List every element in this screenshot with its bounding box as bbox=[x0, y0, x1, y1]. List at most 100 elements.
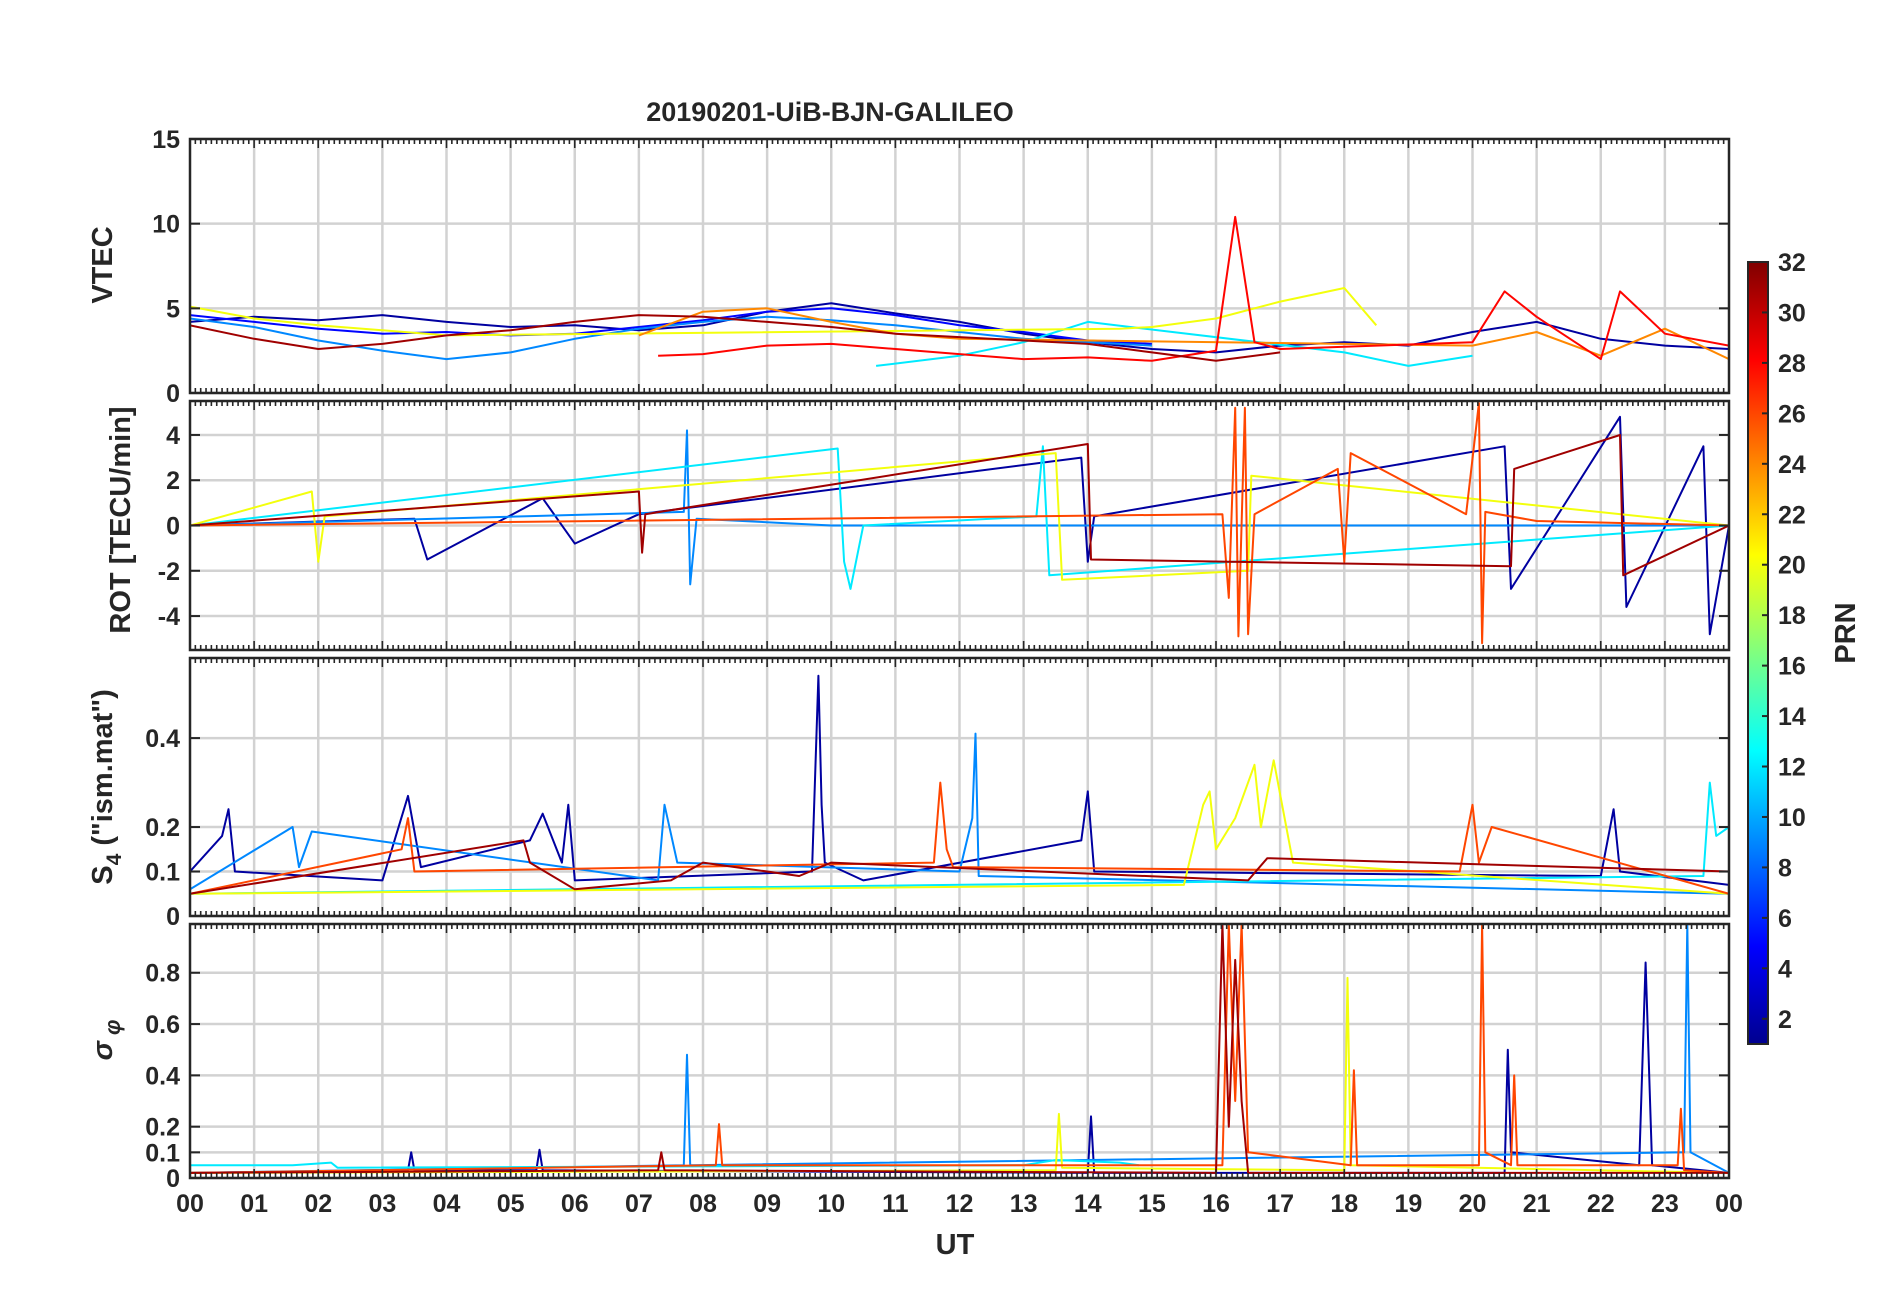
y-tick-label: 15 bbox=[152, 126, 180, 154]
series-group bbox=[190, 402, 1729, 645]
y-tick-label: 0 bbox=[166, 380, 180, 408]
colorbar-tick-label: 12 bbox=[1778, 754, 1806, 782]
colorbar-tick-label: 6 bbox=[1778, 905, 1792, 933]
series-line-prn-24 bbox=[638, 307, 1729, 361]
series-line-prn-20 bbox=[190, 287, 1378, 337]
colorbar-scale bbox=[1747, 261, 1769, 1045]
x-tick-label: 21 bbox=[1523, 1190, 1551, 1218]
x-tick-label: 12 bbox=[946, 1190, 974, 1218]
x-tick-label: 10 bbox=[817, 1190, 845, 1218]
series-line-prn-28 bbox=[658, 215, 1729, 362]
x-tick-label: 23 bbox=[1651, 1190, 1679, 1218]
y-axis-label: S4 ("ism.mat") bbox=[87, 689, 126, 885]
series-line-prn-9 bbox=[190, 924, 1729, 1174]
x-tick-label: 17 bbox=[1266, 1190, 1294, 1218]
y-axis-label: VTEC bbox=[87, 226, 119, 303]
series-line-prn-26 bbox=[190, 924, 1729, 1174]
series-line-prn-26 bbox=[190, 781, 1729, 895]
y-tick-label: 0.2 bbox=[145, 1114, 180, 1142]
chart-title: 20190201-UiB-BJN-GALILEO bbox=[646, 97, 1014, 127]
series-line-prn-31 bbox=[190, 839, 1729, 895]
y-tick-label: 0.1 bbox=[145, 1139, 180, 1167]
y-tick-label: 0 bbox=[166, 903, 180, 931]
series-group bbox=[190, 215, 1729, 367]
y-axis-label: ROT [TECU/min] bbox=[105, 406, 137, 633]
colorbar-tick-label: 26 bbox=[1778, 400, 1806, 428]
panel-sigma_phi: 00.10.2 0.4 0.6 0.8 σ φ bbox=[87, 922, 1731, 1193]
x-tick-label: 13 bbox=[1010, 1190, 1038, 1218]
x-tick-label: 16 bbox=[1202, 1190, 1230, 1218]
x-tick-label: 09 bbox=[753, 1190, 781, 1218]
colorbar-tick-label: 24 bbox=[1778, 451, 1806, 479]
panel-vtec: 0 5 10 15 VTEC bbox=[87, 126, 1731, 408]
panel-s4: 0 0.1 0.2 0.4 S4 ("ism.mat") bbox=[87, 656, 1731, 931]
series-line-prn-12 bbox=[190, 781, 1729, 895]
x-tick-label: 02 bbox=[304, 1190, 332, 1218]
series-line-prn-20 bbox=[190, 759, 1729, 895]
x-tick-label: 08 bbox=[689, 1190, 717, 1218]
series-line-prn-26 bbox=[190, 402, 1729, 645]
series-line-prn-31 bbox=[190, 314, 1281, 362]
y-tick-label: 4 bbox=[166, 422, 180, 450]
x-tick-label: 14 bbox=[1074, 1190, 1102, 1218]
x-tick-label: 11 bbox=[882, 1190, 909, 1218]
colorbar-tick-label: 8 bbox=[1778, 854, 1792, 882]
axes-box bbox=[188, 137, 1731, 395]
y-tick-label: 0 bbox=[166, 513, 180, 541]
colorbar-tick-label: 10 bbox=[1778, 804, 1806, 832]
x-tick-label: 18 bbox=[1330, 1190, 1358, 1218]
series-line-prn-12 bbox=[190, 445, 1729, 590]
y-tick-label: 2 bbox=[166, 467, 180, 495]
x-tick-label: 22 bbox=[1587, 1190, 1615, 1218]
series-line-prn-20 bbox=[190, 452, 1729, 581]
x-tick-label: 15 bbox=[1138, 1190, 1166, 1218]
y-tick-label: -4 bbox=[158, 603, 180, 631]
y-tick-label: 0.4 bbox=[145, 1062, 180, 1090]
series-line-prn-20 bbox=[190, 976, 1729, 1174]
y-tick-label: -2 bbox=[158, 558, 180, 586]
panel-rot: -4 -2 0 2 4 ROT [TECU/min] bbox=[105, 399, 1731, 652]
x-tick-label: 00 bbox=[1715, 1190, 1743, 1218]
series-group bbox=[190, 674, 1729, 895]
y-tick-label: 0.1 bbox=[145, 859, 180, 887]
x-tick-label: 00 bbox=[176, 1190, 204, 1218]
y-tick-label: 0.4 bbox=[145, 725, 180, 753]
x-tick-label: 03 bbox=[368, 1190, 396, 1218]
colorbar-tick-label: 16 bbox=[1778, 653, 1806, 681]
colorbar-tick-label: 32 bbox=[1778, 249, 1806, 277]
colorbar-tick-label: 22 bbox=[1778, 501, 1806, 529]
x-tick-label: 01 bbox=[240, 1190, 268, 1218]
x-axis-label: UT bbox=[936, 1229, 975, 1261]
y-tick-label: 0.6 bbox=[145, 1011, 180, 1039]
axes-box bbox=[188, 399, 1731, 652]
colorbar-tick-label: 4 bbox=[1778, 955, 1792, 983]
colorbar-label: PRN bbox=[1830, 602, 1862, 663]
colorbar-tick-label: 30 bbox=[1778, 299, 1806, 327]
colorbar-tick-label: 20 bbox=[1778, 552, 1806, 580]
colorbar-tick-label: 14 bbox=[1778, 703, 1806, 731]
x-axis: 00 01 02 03 04 05 06 07 08 09 10 11 12 13 14 15 16 17 18 19… bbox=[176, 1190, 1743, 1218]
colorbar-tick-label: 2 bbox=[1778, 1006, 1792, 1034]
x-tick-label: 19 bbox=[1394, 1190, 1422, 1218]
y-tick-label: 0.8 bbox=[145, 960, 180, 988]
series-line-prn-9 bbox=[190, 732, 1729, 895]
x-tick-label: 05 bbox=[497, 1190, 525, 1218]
series-group bbox=[190, 924, 1729, 1174]
axes-box bbox=[188, 656, 1731, 918]
series-line-prn-31 bbox=[190, 924, 1729, 1174]
colorbar-tick-label: 18 bbox=[1778, 602, 1806, 630]
x-tick-label: 07 bbox=[625, 1190, 653, 1218]
series-line-prn-2 bbox=[190, 674, 1729, 886]
x-tick-label: 06 bbox=[561, 1190, 589, 1218]
y-tick-label: 0 bbox=[166, 1165, 180, 1193]
series-line-prn-31 bbox=[190, 434, 1729, 577]
y-tick-label: 10 bbox=[152, 211, 180, 239]
colorbar-tick-label: 28 bbox=[1778, 350, 1806, 378]
series-line-prn-9 bbox=[190, 429, 1729, 586]
y-tick-label: 0.2 bbox=[145, 814, 180, 842]
x-tick-label: 20 bbox=[1459, 1190, 1487, 1218]
